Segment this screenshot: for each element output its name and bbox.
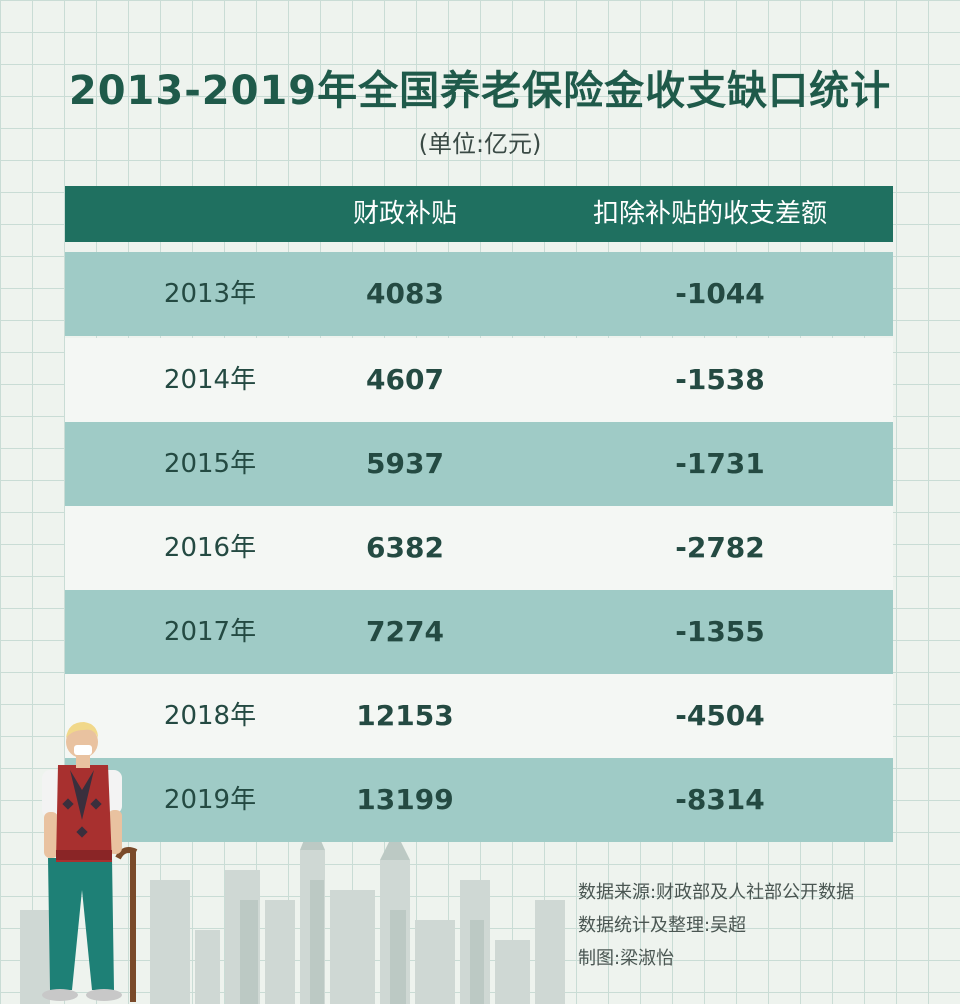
year-cell: 2013年: [163, 279, 257, 309]
diff-cell: -8314: [675, 783, 765, 816]
year-cell: 2016年: [163, 533, 257, 563]
unit-label: (单位:亿元): [418, 130, 542, 158]
diff-cell: -1731: [675, 447, 765, 480]
year-cell: 2019年: [163, 785, 257, 815]
header-diff: 扣除补贴的收支差额: [592, 199, 827, 229]
subsidy-cell: 4607: [366, 363, 444, 396]
year-cell: 2017年: [163, 617, 257, 647]
table-row: 2018年 12153 -4504: [65, 674, 893, 758]
compiled-note: 数据统计及整理:吴超: [578, 915, 747, 936]
diff-cell: -1538: [675, 363, 765, 396]
subsidy-cell: 7274: [366, 615, 444, 648]
page-title: 2013-2019年全国养老保险金收支缺口统计: [68, 68, 892, 114]
table-header: 财政补贴 扣除补贴的收支差额: [65, 186, 893, 242]
diff-cell: -1355: [675, 615, 765, 648]
table-row: 2019年 13199 -8314: [65, 758, 893, 842]
subsidy-cell: 12153: [356, 699, 454, 732]
subsidy-cell: 5937: [366, 447, 444, 480]
table-row: 2017年 7274 -1355: [65, 590, 893, 674]
header-subsidy: 财政补贴: [352, 199, 457, 229]
notes: 数据来源:财政部及人社部公开数据 数据统计及整理:吴超 制图:梁淑怡: [578, 876, 854, 975]
table-row: 2016年 6382 -2782: [65, 506, 893, 590]
year-cell: 2018年: [163, 701, 257, 731]
table-row: 2013年 4083 -1044: [65, 252, 893, 336]
subsidy-cell: 6382: [366, 531, 444, 564]
design-note: 制图:梁淑怡: [578, 948, 675, 969]
year-cell: 2015年: [163, 449, 257, 479]
source-note: 数据来源:财政部及人社部公开数据: [578, 882, 855, 903]
diff-cell: -4504: [675, 699, 765, 732]
table-row: 2014年 4607 -1538: [65, 338, 893, 422]
table-row: 2015年 5937 -1731: [65, 422, 893, 506]
diff-cell: -1044: [675, 277, 765, 310]
diff-cell: -2782: [675, 531, 765, 564]
year-cell: 2014年: [163, 365, 257, 395]
subsidy-cell: 13199: [356, 783, 454, 816]
subsidy-cell: 4083: [366, 277, 444, 310]
